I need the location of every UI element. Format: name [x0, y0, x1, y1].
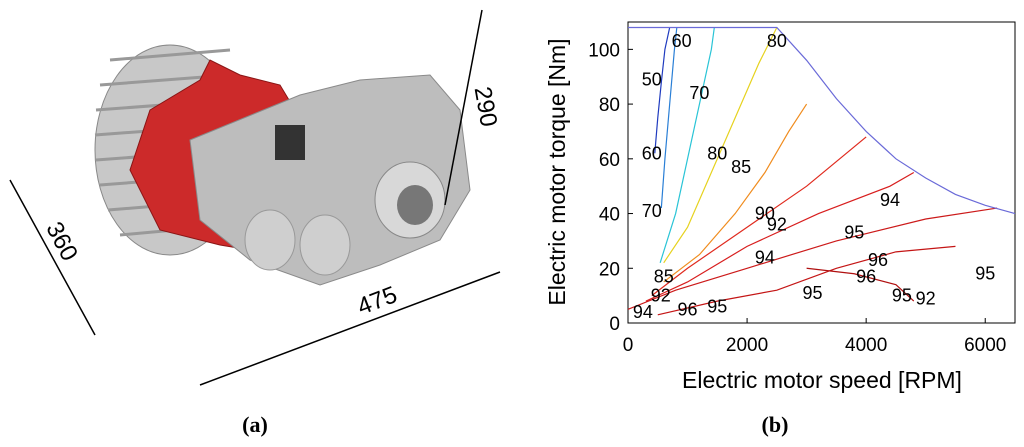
x-axis-label: Electric motor speed [RPM] — [682, 367, 962, 393]
contour-line — [645, 171, 915, 302]
x-tick-label: 0 — [623, 335, 634, 356]
contour-label: 92 — [916, 288, 936, 308]
contour-label: 90 — [755, 204, 775, 224]
contour-label: 92 — [767, 214, 787, 234]
y-axis-label: Electric motor torque [Nm] — [544, 38, 570, 305]
contour-label: 96 — [868, 250, 888, 270]
caption: (b) — [762, 412, 789, 437]
contour-label: 94 — [633, 302, 653, 322]
contour-label: 85 — [654, 266, 674, 286]
dimension-label: 290 — [469, 85, 503, 129]
y-tick-label: 80 — [599, 95, 620, 116]
y-tick-label: 20 — [599, 259, 620, 280]
contour-line — [654, 27, 671, 154]
contour-line — [806, 267, 915, 302]
dimension-label: 475 — [354, 281, 401, 321]
contour-label: 92 — [651, 286, 671, 306]
motor-render — [94, 44, 471, 286]
contour-label: 96 — [678, 299, 698, 319]
contour-label: 94 — [880, 190, 900, 210]
contour-line — [628, 26, 1016, 215]
x-tick-label: 2000 — [726, 335, 768, 356]
contour-label: 70 — [689, 83, 709, 103]
dimension-label: 360 — [40, 217, 83, 265]
contour-label: 60 — [672, 31, 692, 51]
contour-line — [663, 27, 778, 264]
caption: (a) — [242, 412, 268, 437]
y-tick-label: 100 — [588, 40, 620, 61]
contour-label: 96 — [856, 266, 876, 286]
contour-label: 95 — [844, 223, 864, 243]
y-tick-label: 0 — [609, 314, 620, 335]
x-tick-label: 6000 — [964, 335, 1006, 356]
contour-label: 85 — [731, 157, 751, 177]
contour-label: 94 — [755, 247, 775, 267]
y-tick-label: 40 — [599, 205, 620, 226]
contour-label: 95 — [707, 297, 727, 317]
contour-line — [657, 245, 956, 316]
plot-frame — [627, 21, 1016, 324]
contour-label: 80 — [767, 31, 787, 51]
connector — [275, 125, 305, 160]
contour-label: 95 — [975, 264, 995, 284]
x-tick-label: 4000 — [845, 335, 887, 356]
contour-label: 80 — [707, 143, 727, 163]
contour-line — [651, 136, 867, 297]
contour-label: 95 — [892, 286, 912, 306]
y-tick-label: 60 — [599, 150, 620, 171]
contour-line — [627, 207, 998, 310]
contour-label: 70 — [642, 201, 662, 221]
contour-label: 95 — [803, 283, 823, 303]
contour-line — [659, 27, 715, 263]
contour-label: 50 — [642, 69, 662, 89]
contour-label: 60 — [642, 143, 662, 163]
dimension-lines — [9, 9, 501, 386]
contour-line — [660, 27, 678, 209]
contour-line — [663, 103, 808, 283]
